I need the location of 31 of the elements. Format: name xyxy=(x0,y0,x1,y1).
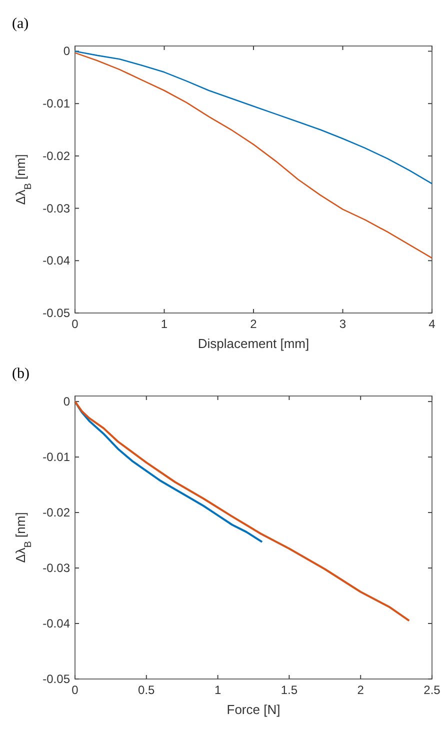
y-tick-label: -0.03 xyxy=(42,561,70,576)
x-axis-title: Force [N] xyxy=(226,702,280,717)
line-series xyxy=(74,52,433,259)
y-tick-label: -0.03 xyxy=(42,201,70,216)
line-series xyxy=(74,400,264,543)
chart-title: (a) xyxy=(12,16,29,32)
x-tick-label: 4 xyxy=(428,317,436,331)
y-tick-label: -0.05 xyxy=(42,672,70,686)
line-series xyxy=(74,400,410,622)
x-tick-label: 1 xyxy=(214,683,222,697)
y-tick-label: -0.02 xyxy=(42,148,70,163)
y-tick-label: -0.04 xyxy=(42,254,70,268)
x-tick-label: 2.5 xyxy=(424,683,441,697)
x-axis-title: Displacement [mm] xyxy=(198,336,310,351)
y-tick-label: -0.04 xyxy=(42,616,70,631)
x-tick-label: 3 xyxy=(339,317,346,331)
y-tick-label: -0.02 xyxy=(42,506,70,520)
y-tick-label: -0.01 xyxy=(42,96,70,111)
x-tick-label: 1.5 xyxy=(280,683,298,697)
x-tick-label: 0 xyxy=(72,683,79,697)
x-tick-label: 2 xyxy=(357,683,364,697)
y-tick-label: -0.05 xyxy=(42,306,70,320)
x-tick-label: 1 xyxy=(160,317,168,331)
x-tick-label: 0.5 xyxy=(138,683,156,697)
y-tick-label: -0.01 xyxy=(42,450,70,464)
x-tick-label: 0 xyxy=(72,317,79,331)
y-tick-label: 0 xyxy=(63,44,70,58)
x-tick-label: 2 xyxy=(250,317,258,331)
chart-title: (b) xyxy=(12,366,30,382)
y-tick-label: 0 xyxy=(63,394,70,409)
line-series xyxy=(74,50,433,184)
